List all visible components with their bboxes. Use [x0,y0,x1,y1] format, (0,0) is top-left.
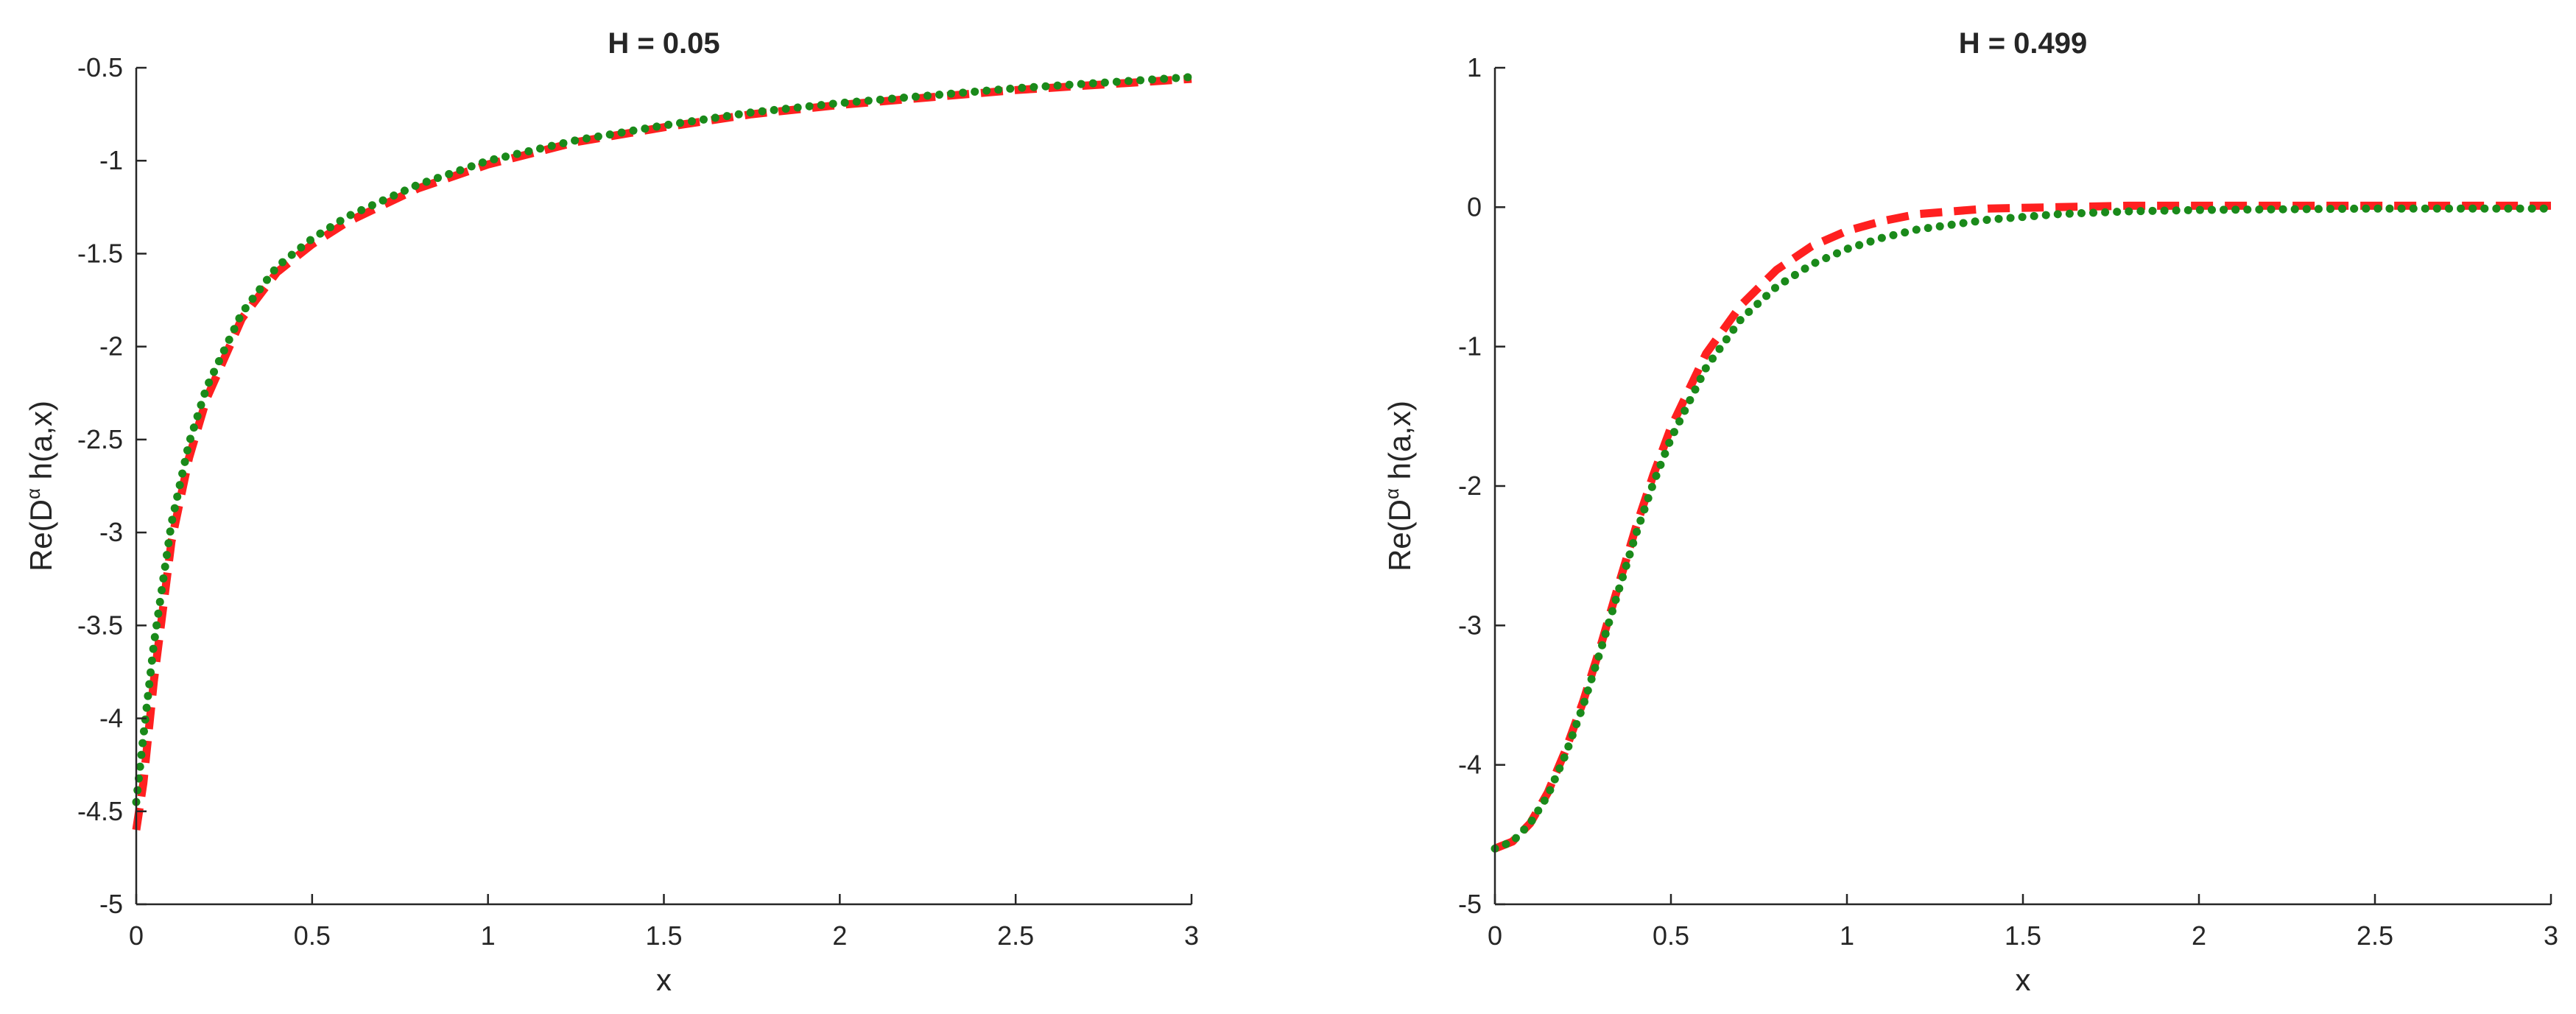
y-axis-label-pre: Re(D [24,499,58,571]
y-tick-label: -4 [99,703,123,733]
y-tick-label: -3 [99,517,123,547]
x-tick-label: 1.5 [645,920,682,951]
chart-title: H = 0.499 [1959,27,2088,60]
series-line-2 [132,73,1196,806]
x-tick-label: 3 [2544,920,2558,951]
x-axis-label: x [656,962,672,997]
y-tick-label: -1.5 [77,238,123,268]
y-axis-label: Re(Dα h(a,x) [1381,401,1417,571]
y-axis-label-sup: α [1381,488,1403,499]
y-tick-label: -3 [1458,610,1482,640]
x-tick-label: 2 [832,920,847,951]
series-line-2 [1491,204,2555,853]
x-tick-label: 2 [2192,920,2206,951]
y-tick-label: -2.5 [77,424,123,454]
y-tick-label: -4.5 [77,796,123,826]
x-tick-label: 0.5 [294,920,331,951]
x-tick-label: 0.5 [1653,920,1689,951]
y-tick-label: -5 [99,889,123,919]
x-tick-label: 1 [481,920,496,951]
chart-title: H = 0.05 [608,27,719,60]
y-tick-label: -2 [1458,471,1482,501]
plot-area [136,68,1192,904]
x-tick-label: 2.5 [997,920,1034,951]
x-axis-label: x [2016,962,2031,997]
y-tick-label: 0 [1467,191,1482,222]
chart-right: 0 0.5 1 1.5 2 2.5 3 -5 -4 -3 -2 -1 0 1 H = 0.499 x Re(Dα… [1381,27,2558,997]
y-axis-label-sup: α [22,488,44,499]
chart-left: 0 0.5 1 1.5 2 2.5 3 -5 -4.5 -4 -3.5 -3 -2.5 -2 -1.5 -1 -… [22,27,1199,997]
y-tick-label: -1 [99,145,123,175]
y-tick-label: -5 [1458,889,1482,919]
x-tick-label: 0 [129,920,144,951]
y-tick-label: -2 [99,331,123,362]
y-tick-label: -0.5 [77,52,123,82]
y-axis-label: Re(Dα h(a,x) [22,401,58,571]
x-tick-label: 3 [1184,920,1199,951]
x-tick-label: 1.5 [2005,920,2041,951]
y-tick-label: -3.5 [77,610,123,640]
x-tick-label: 2.5 [2357,920,2393,951]
y-tick-label: 1 [1467,52,1482,82]
y-axis-label-pre: Re(D [1382,499,1417,571]
x-tick-label: 1 [1840,920,1854,951]
x-tick-label: 0 [1488,920,1502,951]
y-axis-label-post: h(a,x) [24,401,58,488]
y-tick-label: -1 [1458,331,1482,362]
y-axis-label-post: h(a,x) [1382,401,1417,488]
y-tick-label: -4 [1458,750,1482,780]
